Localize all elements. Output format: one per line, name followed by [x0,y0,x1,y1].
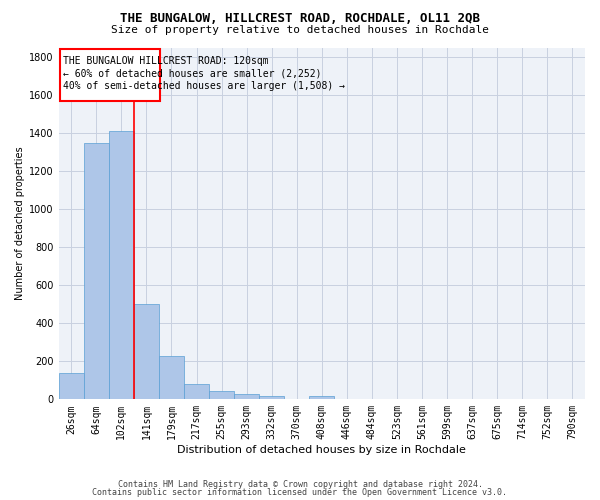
Text: 40% of semi-detached houses are larger (1,508) →: 40% of semi-detached houses are larger (… [63,81,345,91]
Bar [259,396,284,400]
Text: Contains HM Land Registry data © Crown copyright and database right 2024.: Contains HM Land Registry data © Crown c… [118,480,482,489]
Bar [184,384,209,400]
Text: THE BUNGALOW, HILLCREST ROAD, ROCHDALE, OL11 2QB: THE BUNGALOW, HILLCREST ROAD, ROCHDALE, … [120,12,480,26]
Bar [159,356,184,400]
Bar [234,394,259,400]
X-axis label: Distribution of detached houses by size in Rochdale: Distribution of detached houses by size … [178,445,466,455]
Bar [84,142,109,400]
Bar [134,304,159,400]
Text: Contains public sector information licensed under the Open Government Licence v3: Contains public sector information licen… [92,488,508,497]
Bar [309,396,334,400]
Text: Size of property relative to detached houses in Rochdale: Size of property relative to detached ho… [111,25,489,35]
FancyBboxPatch shape [60,49,160,101]
Bar [209,391,234,400]
Text: ← 60% of detached houses are smaller (2,252): ← 60% of detached houses are smaller (2,… [63,69,322,79]
Text: THE BUNGALOW HILLCREST ROAD: 120sqm: THE BUNGALOW HILLCREST ROAD: 120sqm [63,56,269,66]
Bar [59,372,84,400]
Y-axis label: Number of detached properties: Number of detached properties [15,146,25,300]
Bar [109,131,134,400]
